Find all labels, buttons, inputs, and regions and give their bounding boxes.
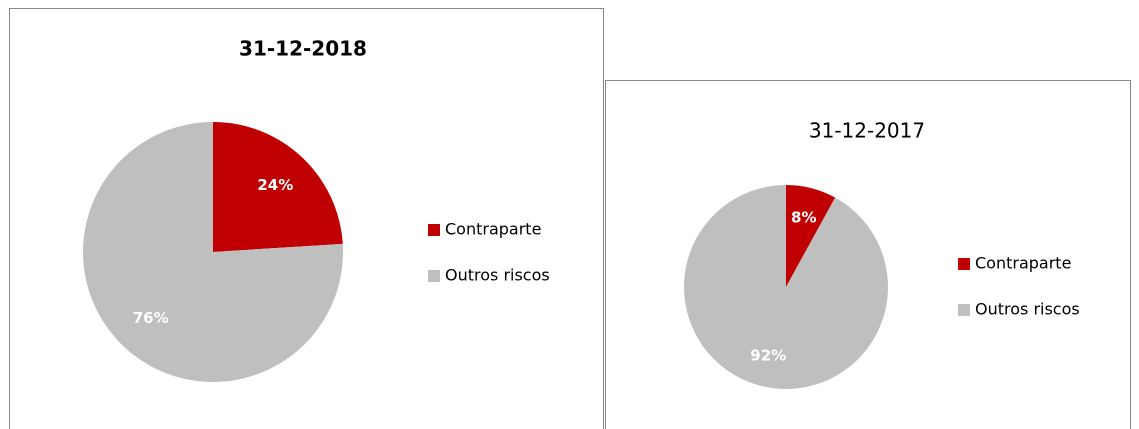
data-label: 8% (791, 208, 816, 226)
legend-swatch (428, 270, 440, 282)
legend-label: Outros riscos (445, 266, 550, 285)
pie-slice (213, 122, 343, 252)
legend-swatch (958, 258, 970, 270)
chart-title: 31-12-2017 (809, 119, 925, 143)
legend-label: Contraparte (445, 220, 541, 239)
pie-slice (684, 185, 888, 389)
data-label: 76% (133, 309, 169, 327)
pie-slice (83, 122, 344, 383)
chart-title: 31-12-2018 (239, 37, 367, 61)
legend-swatch (958, 304, 970, 316)
data-label: 24% (257, 176, 293, 194)
legend-label: Outros riscos (975, 300, 1080, 319)
legend-swatch (428, 224, 440, 236)
data-label: 92% (750, 347, 786, 365)
pie-slice (786, 185, 836, 287)
legend-label: Contraparte (975, 254, 1071, 273)
